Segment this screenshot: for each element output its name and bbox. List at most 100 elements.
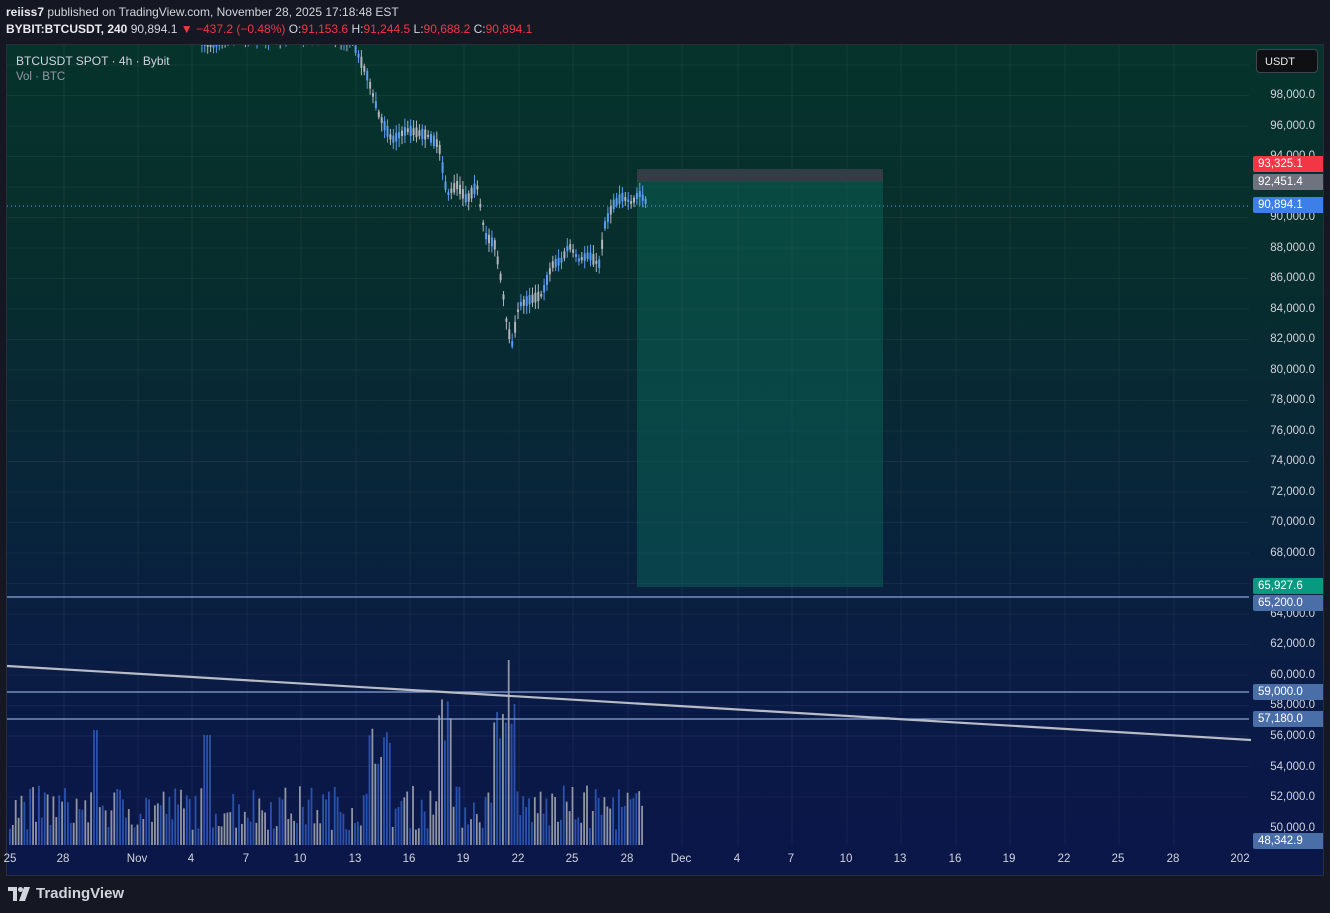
level-tag-65200[interactable]: 65,200.0 xyxy=(1253,595,1323,611)
volume-bar xyxy=(154,805,156,845)
volume-bar xyxy=(52,796,55,845)
entry-price-tag[interactable]: 92,451.4 xyxy=(1253,174,1323,190)
candle-body xyxy=(430,134,432,143)
volume-bar xyxy=(513,703,516,845)
volume-bar xyxy=(261,810,264,845)
currency-button[interactable]: USDT xyxy=(1256,49,1318,73)
candle-body xyxy=(354,45,357,53)
volume-bar xyxy=(380,756,382,845)
open-value: 91,153.6 xyxy=(301,22,349,36)
volume-bar xyxy=(435,801,438,845)
price-chart-canvas[interactable] xyxy=(7,45,1324,876)
volume-bar xyxy=(565,801,568,845)
volume-bar xyxy=(371,728,374,845)
candle-body xyxy=(644,198,647,205)
stop-zone[interactable] xyxy=(637,169,883,182)
volume-bar xyxy=(531,822,533,845)
price-axis-label: 86,000.0 xyxy=(1270,272,1315,284)
price-axis-label: 56,000.0 xyxy=(1270,730,1315,742)
volume-bar xyxy=(296,823,298,845)
level-tag-57180[interactable]: 57,180.0 xyxy=(1253,711,1323,727)
volume-bar xyxy=(516,791,519,845)
volume-bar xyxy=(185,795,188,845)
time-axis-label: 22 xyxy=(1057,853,1071,865)
volume-bar xyxy=(461,827,464,845)
volume-bar xyxy=(333,786,336,845)
high-label: H: xyxy=(351,22,364,36)
volume-bar xyxy=(464,807,467,845)
volume-bar xyxy=(449,718,452,845)
volume-bar xyxy=(220,826,223,845)
volume-bar xyxy=(270,801,272,845)
volume-bar xyxy=(258,798,261,845)
candle-body xyxy=(476,185,479,190)
candle-body xyxy=(438,144,441,154)
candle-body xyxy=(601,239,604,249)
price-axis-label: 82,000.0 xyxy=(1270,333,1315,345)
candle-body xyxy=(531,294,534,303)
volume-bar xyxy=(548,825,551,845)
volume-bar xyxy=(493,722,496,845)
volume-bar xyxy=(522,796,525,845)
volume-bar xyxy=(362,795,365,845)
volume-bar xyxy=(313,823,316,845)
volume-bar xyxy=(20,795,23,845)
volume-bar xyxy=(284,787,287,845)
volume-bar xyxy=(113,792,116,845)
volume-bar xyxy=(328,791,330,845)
volume-bar xyxy=(133,827,136,845)
target-price-tag[interactable]: 65,927.6 xyxy=(1253,578,1323,594)
target-zone[interactable] xyxy=(637,182,883,587)
price-axis-label: 80,000.0 xyxy=(1270,364,1315,376)
author-name[interactable]: reiiss7 xyxy=(6,5,45,19)
candle-body xyxy=(409,125,412,137)
volume-bar xyxy=(209,735,211,845)
candle-body xyxy=(386,126,389,137)
candle-body xyxy=(432,135,435,147)
legend-volume[interactable]: Vol · BTC xyxy=(16,71,66,83)
high-value: 91,244.5 xyxy=(363,22,411,36)
volume-bar xyxy=(591,811,594,845)
tradingview-logo[interactable]: TradingView xyxy=(8,885,124,902)
publication-header: reiiss7 published on TradingView.com, No… xyxy=(0,0,1330,44)
volume-bar xyxy=(136,824,139,845)
volume-bar xyxy=(29,788,32,845)
volume-bar xyxy=(293,820,295,845)
volume-bar xyxy=(412,785,414,845)
time-axis-label: 13 xyxy=(893,853,907,865)
volume-bar xyxy=(148,799,150,845)
current-price-tag[interactable]: 90,894.1 xyxy=(1253,197,1323,213)
candle-body xyxy=(473,183,476,194)
volume-bar xyxy=(490,802,493,845)
level-tag-59000[interactable]: 59,000.0 xyxy=(1253,684,1323,700)
stop-price-tag[interactable]: 93,325.1 xyxy=(1253,156,1323,172)
candle-body xyxy=(618,194,621,205)
candle-body xyxy=(453,183,456,193)
price-axis-label: 58,000.0 xyxy=(1270,699,1315,711)
volume-bar xyxy=(46,794,49,845)
volume-bar xyxy=(383,737,385,845)
volume-bar xyxy=(278,797,281,845)
volume-bar xyxy=(568,811,571,845)
volume-bar xyxy=(554,797,556,845)
candle-body xyxy=(366,71,369,81)
last-price: 90,894.1 xyxy=(130,22,178,36)
price-axis-label: 52,000.0 xyxy=(1270,791,1315,803)
volume-bar xyxy=(116,788,119,845)
candle-body xyxy=(641,194,644,201)
bottom-price-tag[interactable]: 48,342.9 xyxy=(1253,833,1323,849)
volume-bar xyxy=(357,821,359,845)
candle-body xyxy=(360,56,363,68)
candle-body xyxy=(560,257,563,263)
volume-bar xyxy=(615,829,617,845)
volume-bars xyxy=(9,660,643,845)
volume-bar xyxy=(560,819,562,845)
time-axis-label: Nov xyxy=(126,853,148,865)
candle-body xyxy=(456,181,459,190)
chart-pane[interactable]: BTCUSDT SPOT · 4h · Bybit Vol · BTC USDT… xyxy=(6,44,1324,876)
volume-bar xyxy=(475,814,478,845)
legend-title[interactable]: BTCUSDT SPOT · 4h · Bybit xyxy=(16,54,170,68)
price-axis-label: 50,000.0 xyxy=(1270,822,1315,834)
volume-bar xyxy=(504,722,507,845)
trend-line[interactable] xyxy=(7,664,1252,742)
